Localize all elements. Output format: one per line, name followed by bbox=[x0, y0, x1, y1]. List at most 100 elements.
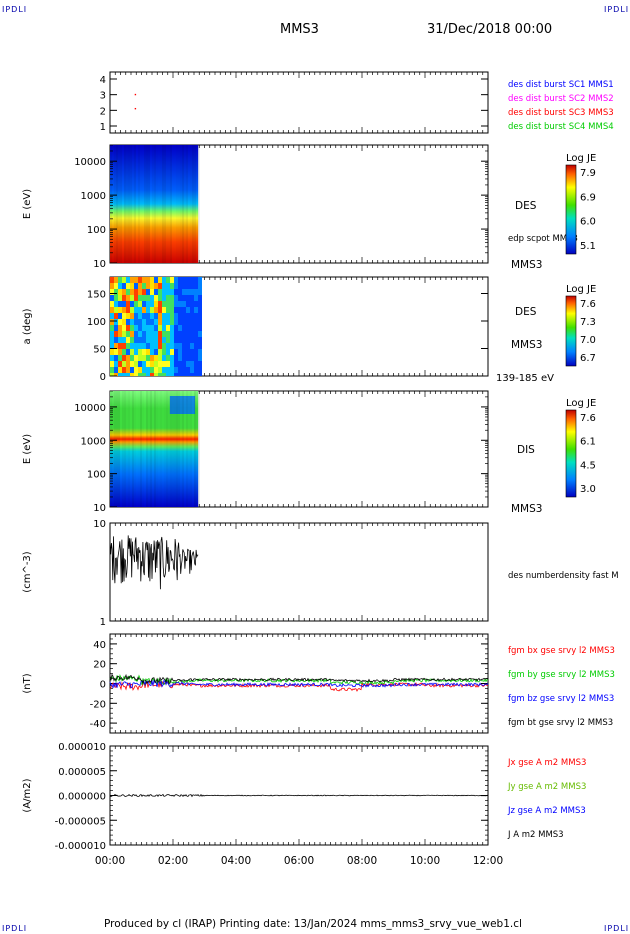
heatmap-cell bbox=[166, 283, 170, 289]
heatmap-cell bbox=[114, 295, 118, 301]
heatmap-cell bbox=[162, 307, 166, 313]
heatmap-cell bbox=[142, 307, 146, 313]
heatmap-cell bbox=[194, 313, 198, 319]
heatmap-cell bbox=[190, 361, 194, 367]
heatmap-column bbox=[184, 391, 186, 507]
heatmap-cell bbox=[154, 289, 158, 295]
heatmap-column bbox=[120, 391, 122, 507]
colorbar-pitch-angle-tick-label: 7.0 bbox=[580, 335, 596, 346]
heatmap-cell bbox=[110, 319, 114, 325]
heatmap-cell bbox=[138, 295, 142, 301]
heatmap-cell bbox=[118, 307, 122, 313]
heatmap-cell bbox=[150, 355, 154, 361]
heatmap-cell bbox=[194, 361, 198, 367]
heatmap-column bbox=[156, 391, 158, 507]
heatmap-cell bbox=[142, 283, 146, 289]
heatmap-cell bbox=[146, 295, 150, 301]
legend-entry-2: des dist burst SC2 MMS2 bbox=[508, 94, 614, 104]
heatmap-cell bbox=[150, 337, 154, 343]
heatmap-cell bbox=[122, 277, 126, 283]
heatmap-cell bbox=[150, 373, 154, 376]
heatmap-cell bbox=[182, 289, 186, 295]
heatmap-column bbox=[162, 145, 164, 263]
heatmap-cell bbox=[194, 373, 198, 376]
heatmap-cell bbox=[150, 301, 154, 307]
heatmap-column bbox=[142, 391, 144, 507]
heatmap-cell bbox=[118, 325, 122, 331]
heatmap-cell bbox=[142, 337, 146, 343]
heatmap-cell bbox=[126, 343, 130, 349]
heatmap-cell bbox=[190, 313, 194, 319]
heatmap-cell bbox=[194, 337, 198, 343]
heatmap-cell bbox=[174, 301, 178, 307]
colorbar-des-energy-tick-label: 7.9 bbox=[580, 168, 596, 179]
heatmap-column bbox=[132, 391, 134, 507]
heatmap-column bbox=[190, 391, 192, 507]
heatmap-cell bbox=[186, 367, 190, 373]
colorbar-dis-energy-tick-label: 4.5 bbox=[580, 460, 596, 471]
heatmap-cell bbox=[146, 361, 150, 367]
heatmap-cell bbox=[126, 355, 130, 361]
y-tick-label: 10000 bbox=[74, 157, 106, 168]
heatmap-cell bbox=[174, 325, 178, 331]
heatmap-cell bbox=[190, 373, 194, 376]
y-tick-label: 3 bbox=[100, 91, 106, 102]
heatmap-cell bbox=[194, 277, 198, 283]
heatmap-cell bbox=[150, 361, 154, 367]
heatmap-cell bbox=[114, 337, 118, 343]
heatmap-column bbox=[168, 391, 170, 507]
heatmap-cell bbox=[138, 313, 142, 319]
heatmap-cell bbox=[166, 301, 170, 307]
heatmap-cell bbox=[174, 373, 178, 376]
heatmap-cell bbox=[174, 295, 178, 301]
heatmap-column bbox=[170, 391, 172, 507]
heatmap-cell bbox=[138, 319, 142, 325]
heatmap-cell bbox=[142, 313, 146, 319]
heatmap-cell bbox=[122, 361, 126, 367]
heatmap-cell bbox=[130, 313, 134, 319]
heatmap-column bbox=[154, 391, 156, 507]
heatmap-cell bbox=[110, 283, 114, 289]
heatmap-cell bbox=[198, 355, 202, 361]
heatmap-cell bbox=[190, 337, 194, 343]
series-b-line-4 bbox=[109, 673, 489, 685]
side-label-energy-range: 139-185 eV bbox=[496, 373, 554, 384]
heatmap-cell bbox=[154, 307, 158, 313]
heatmap-cell bbox=[170, 361, 174, 367]
y-tick-label: 10 bbox=[93, 519, 106, 530]
heatmap-cell bbox=[182, 313, 186, 319]
heatmap-cell bbox=[166, 343, 170, 349]
heatmap-cell bbox=[130, 319, 134, 325]
legend-entry-j-4: J A m2 MMS3 bbox=[507, 830, 564, 840]
legend-entry-density: des numberdensity fast M bbox=[508, 571, 619, 581]
heatmap-cell bbox=[182, 361, 186, 367]
heatmap-cell bbox=[186, 343, 190, 349]
heatmap-column bbox=[146, 391, 148, 507]
y-tick-label: 0.000005 bbox=[58, 767, 106, 778]
heatmap-cell bbox=[174, 277, 178, 283]
heatmap-cell bbox=[130, 373, 134, 376]
heatmap-column bbox=[194, 145, 196, 263]
heatmap-cell bbox=[178, 295, 182, 301]
heatmap-column bbox=[112, 391, 114, 507]
heatmap-column bbox=[118, 391, 120, 507]
heatmap-cell bbox=[142, 289, 146, 295]
heatmap-cell bbox=[194, 355, 198, 361]
heatmap-column bbox=[196, 145, 198, 263]
colorbar-dis-energy bbox=[565, 409, 577, 498]
heatmap-cell bbox=[142, 343, 146, 349]
heatmap-cell bbox=[182, 337, 186, 343]
heatmap-column bbox=[130, 391, 132, 507]
page-title: MMS3 bbox=[280, 22, 319, 37]
heatmap-column bbox=[150, 145, 152, 263]
panel-frame-4 bbox=[109, 522, 489, 622]
heatmap-cell bbox=[198, 373, 202, 376]
corner-tag-bottom-right: IPDLI bbox=[604, 924, 630, 933]
heatmap-column bbox=[172, 391, 174, 507]
heatmap-cell bbox=[154, 355, 158, 361]
heatmap-cell bbox=[114, 289, 118, 295]
heatmap-cell bbox=[138, 343, 142, 349]
heatmap-column bbox=[178, 391, 180, 507]
heatmap-cell bbox=[126, 361, 130, 367]
